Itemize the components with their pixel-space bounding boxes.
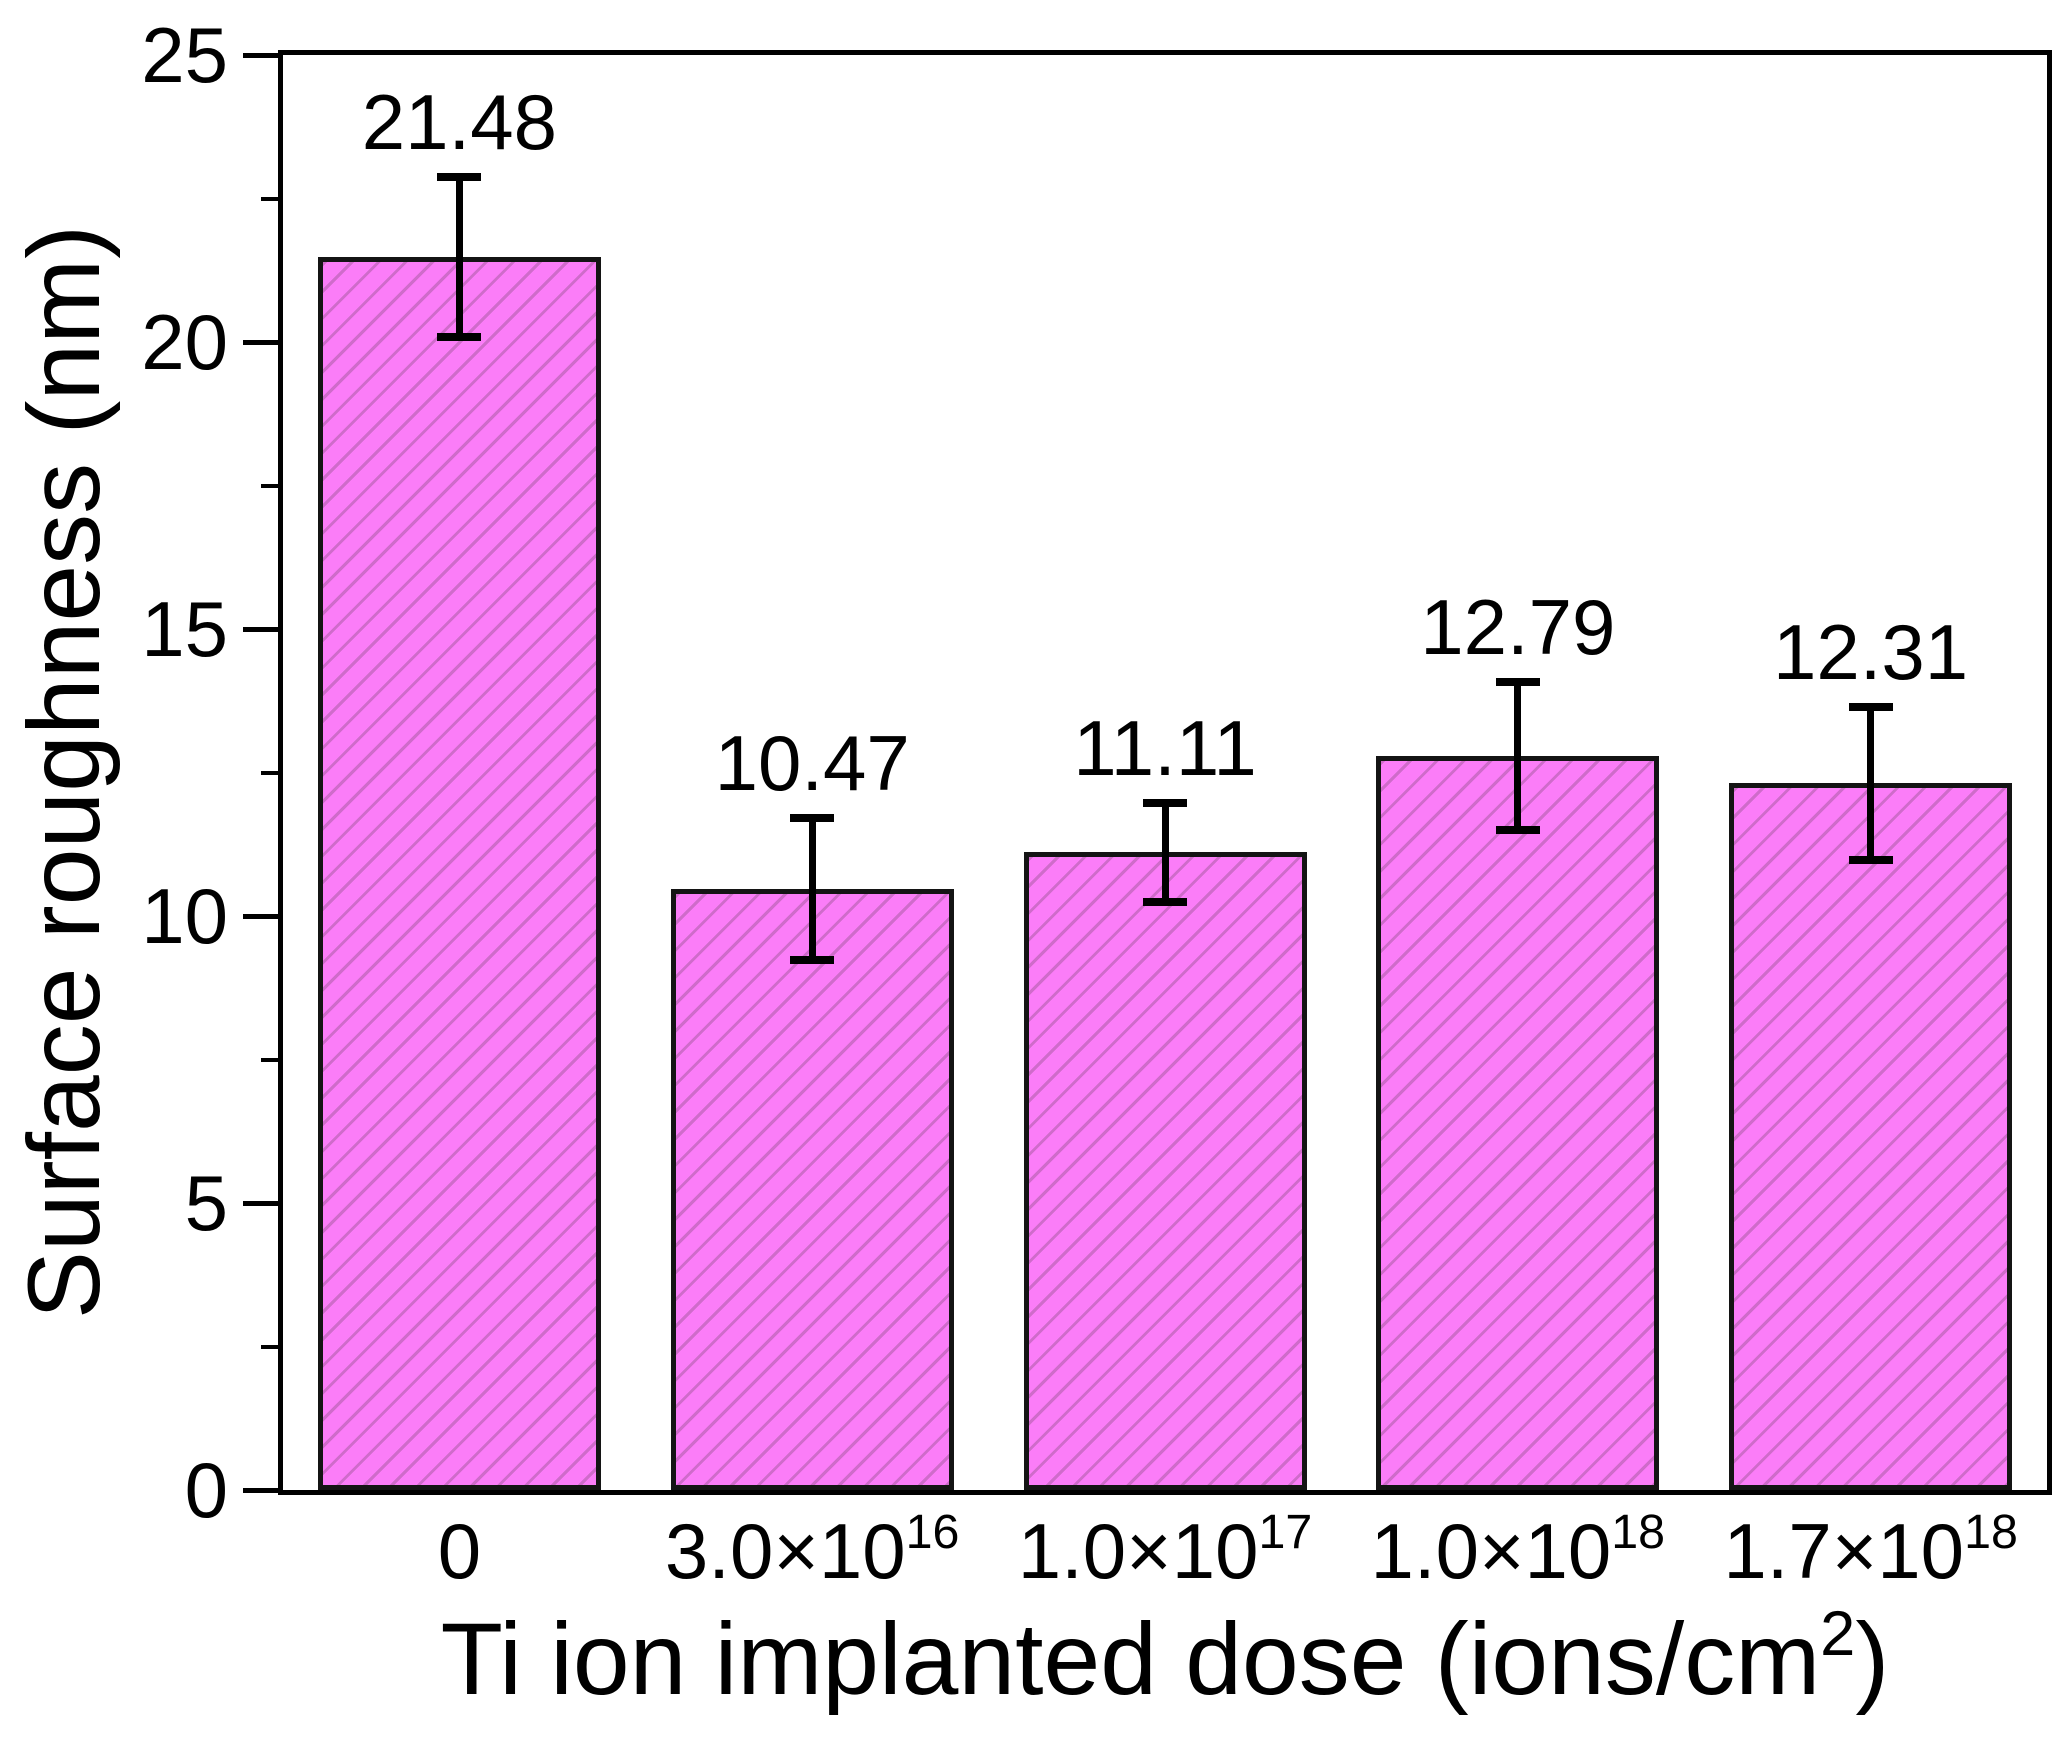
- error-bar-top-cap: [1143, 798, 1187, 807]
- x-axis-tick-label: 1.7×1018: [1723, 1508, 2018, 1590]
- bar-value-label: 21.48: [361, 77, 557, 166]
- error-bar-bottom-cap: [1143, 897, 1187, 906]
- y-axis-major-tick: [243, 339, 283, 345]
- bar: [317, 257, 601, 1490]
- y-axis-major-tick: [243, 1200, 283, 1206]
- bar: [670, 889, 954, 1490]
- x-axis-tick-label-exponent: 18: [1964, 1505, 2018, 1560]
- bar: [1729, 783, 2013, 1490]
- y-axis-minor-tick: [261, 483, 283, 488]
- x-axis-title-text: Ti ion implanted dose (ions/cm: [440, 1602, 1821, 1716]
- bar-value-label: 10.47: [714, 718, 910, 807]
- error-bar-line: [455, 176, 463, 338]
- error-bar-top-cap: [790, 813, 835, 822]
- y-axis-minor-tick: [261, 770, 283, 775]
- bar: [1376, 755, 1660, 1490]
- error-bar-bottom-cap: [790, 956, 835, 965]
- y-axis-tick-label: 5: [184, 1159, 228, 1247]
- error-bar-line: [1867, 707, 1875, 860]
- error-bar-bottom-cap: [437, 333, 482, 342]
- bar-value-label: 12.79: [1420, 582, 1616, 671]
- x-axis-tick-label: 0: [438, 1512, 481, 1590]
- y-axis-tick-label: 15: [141, 585, 228, 673]
- x-axis-tick-label: 1.0×1018: [1371, 1508, 1666, 1590]
- y-axis-tick-label: 25: [141, 11, 228, 99]
- x-axis-tick-label-base: 1.7×10: [1723, 1507, 1965, 1595]
- x-axis-title-superscript: 2: [1820, 1598, 1856, 1669]
- error-bar-line: [1514, 681, 1522, 830]
- x-axis-tick-label-exponent: 18: [1611, 1505, 1666, 1560]
- x-axis-tick-label-base: 0: [437, 1507, 482, 1595]
- x-axis-tick-label: 1.0×1017: [1018, 1508, 1313, 1590]
- error-bar-bottom-cap: [1495, 825, 1540, 834]
- bar-value-label: 12.31: [1772, 608, 1969, 697]
- y-axis-major-tick: [243, 1487, 283, 1493]
- x-axis-tick-label: 3.0×1016: [665, 1508, 960, 1590]
- bar-value-label: 11.11: [1073, 703, 1257, 792]
- y-axis-tick-label: 10: [141, 872, 228, 960]
- y-axis-minor-tick: [261, 1344, 283, 1349]
- y-axis-minor-tick: [261, 1057, 283, 1062]
- y-axis-minor-tick: [261, 196, 283, 201]
- x-axis-tick-label-exponent: 16: [905, 1505, 960, 1560]
- error-bar-line: [1161, 802, 1169, 902]
- x-axis-tick-label-exponent: 17: [1258, 1505, 1313, 1560]
- y-axis-major-tick: [243, 913, 283, 919]
- y-axis-tick-label: 20: [141, 298, 228, 386]
- error-bar-line: [808, 817, 816, 961]
- y-axis-tick-label: 0: [184, 1446, 228, 1534]
- x-axis-tick-label-base: 3.0×10: [664, 1507, 906, 1595]
- error-bar-top-cap: [437, 172, 482, 181]
- y-axis-major-tick: [243, 52, 283, 58]
- x-axis-title-close-paren: ): [1855, 1602, 1890, 1716]
- x-axis-tick-label-base: 1.0×10: [1017, 1507, 1259, 1595]
- x-axis-title: Ti ion implanted dose (ions/cm2): [441, 1602, 1890, 1710]
- y-axis-major-tick: [243, 626, 283, 632]
- error-bar-top-cap: [1495, 677, 1540, 686]
- y-axis-title: Surface roughness (nm): [7, 224, 121, 1320]
- plot-area: Ti ion implanted dose (ions/cm2) 0 5 10 15 2…: [141, 16, 2052, 1710]
- bar: [1023, 852, 1307, 1490]
- error-bar-bottom-cap: [1848, 855, 1893, 864]
- error-bar-top-cap: [1848, 703, 1893, 712]
- x-axis-tick-label-base: 1.0×10: [1370, 1507, 1612, 1595]
